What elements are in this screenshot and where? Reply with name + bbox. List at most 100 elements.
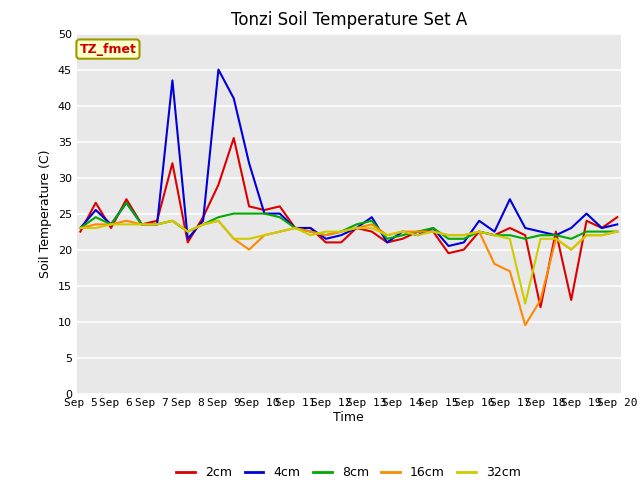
32cm [184, 228, 191, 234]
4cm [108, 221, 115, 227]
2cm [291, 225, 299, 231]
2cm [337, 240, 345, 245]
8cm [568, 236, 575, 241]
4cm [568, 225, 575, 231]
16cm [399, 228, 406, 234]
4cm [122, 200, 130, 205]
4cm [491, 228, 499, 234]
2cm [77, 228, 84, 234]
4cm [582, 211, 590, 216]
4cm [522, 225, 529, 231]
2cm [245, 204, 253, 209]
4cm [214, 67, 222, 72]
4cm [138, 221, 145, 227]
32cm [307, 232, 314, 238]
32cm [138, 221, 145, 227]
2cm [383, 240, 391, 245]
4cm [230, 96, 237, 101]
8cm [383, 236, 391, 241]
16cm [138, 221, 145, 227]
4cm [77, 225, 84, 231]
16cm [184, 228, 191, 234]
16cm [368, 221, 376, 227]
4cm [552, 232, 560, 238]
16cm [429, 228, 437, 234]
8cm [476, 228, 483, 234]
2cm [92, 200, 100, 205]
4cm [506, 196, 514, 202]
4cm [168, 77, 176, 84]
32cm [245, 236, 253, 241]
Line: 4cm: 4cm [81, 70, 617, 246]
16cm [460, 232, 468, 238]
32cm [199, 221, 207, 227]
16cm [445, 232, 452, 238]
16cm [122, 218, 130, 224]
16cm [537, 297, 545, 303]
32cm [383, 232, 391, 238]
8cm [153, 221, 161, 227]
32cm [537, 236, 545, 241]
4cm [307, 225, 314, 231]
2cm [138, 221, 145, 227]
32cm [153, 221, 161, 227]
32cm [353, 225, 360, 231]
8cm [460, 236, 468, 241]
2cm [184, 240, 191, 245]
16cm [506, 268, 514, 274]
8cm [552, 232, 560, 238]
16cm [322, 232, 330, 238]
16cm [383, 232, 391, 238]
8cm [522, 236, 529, 241]
8cm [108, 221, 115, 227]
8cm [353, 221, 360, 227]
8cm [276, 214, 284, 220]
2cm [522, 232, 529, 238]
32cm [230, 236, 237, 241]
4cm [245, 160, 253, 166]
2cm [537, 304, 545, 310]
32cm [368, 225, 376, 231]
8cm [399, 232, 406, 238]
2cm [153, 218, 161, 224]
32cm [214, 218, 222, 224]
8cm [506, 232, 514, 238]
X-axis label: Time: Time [333, 411, 364, 424]
16cm [613, 228, 621, 234]
2cm [399, 236, 406, 241]
8cm [260, 211, 268, 216]
2cm [506, 225, 514, 231]
Text: TZ_fmet: TZ_fmet [79, 43, 136, 56]
Line: 2cm: 2cm [81, 138, 617, 307]
16cm [552, 236, 560, 241]
32cm [522, 300, 529, 306]
8cm [582, 228, 590, 234]
8cm [291, 225, 299, 231]
4cm [383, 240, 391, 245]
16cm [245, 247, 253, 252]
Line: 8cm: 8cm [81, 203, 617, 239]
4cm [460, 240, 468, 245]
32cm [291, 225, 299, 231]
8cm [92, 214, 100, 220]
16cm [307, 228, 314, 234]
4cm [291, 225, 299, 231]
32cm [168, 218, 176, 224]
4cm [476, 218, 483, 224]
2cm [414, 228, 422, 234]
16cm [414, 228, 422, 234]
8cm [429, 225, 437, 231]
32cm [568, 247, 575, 252]
16cm [276, 228, 284, 234]
2cm [598, 225, 605, 231]
2cm [491, 232, 499, 238]
16cm [260, 232, 268, 238]
32cm [322, 228, 330, 234]
4cm [429, 225, 437, 231]
4cm [537, 228, 545, 234]
32cm [399, 228, 406, 234]
8cm [138, 221, 145, 227]
2cm [168, 160, 176, 166]
32cm [582, 232, 590, 238]
8cm [77, 225, 84, 231]
